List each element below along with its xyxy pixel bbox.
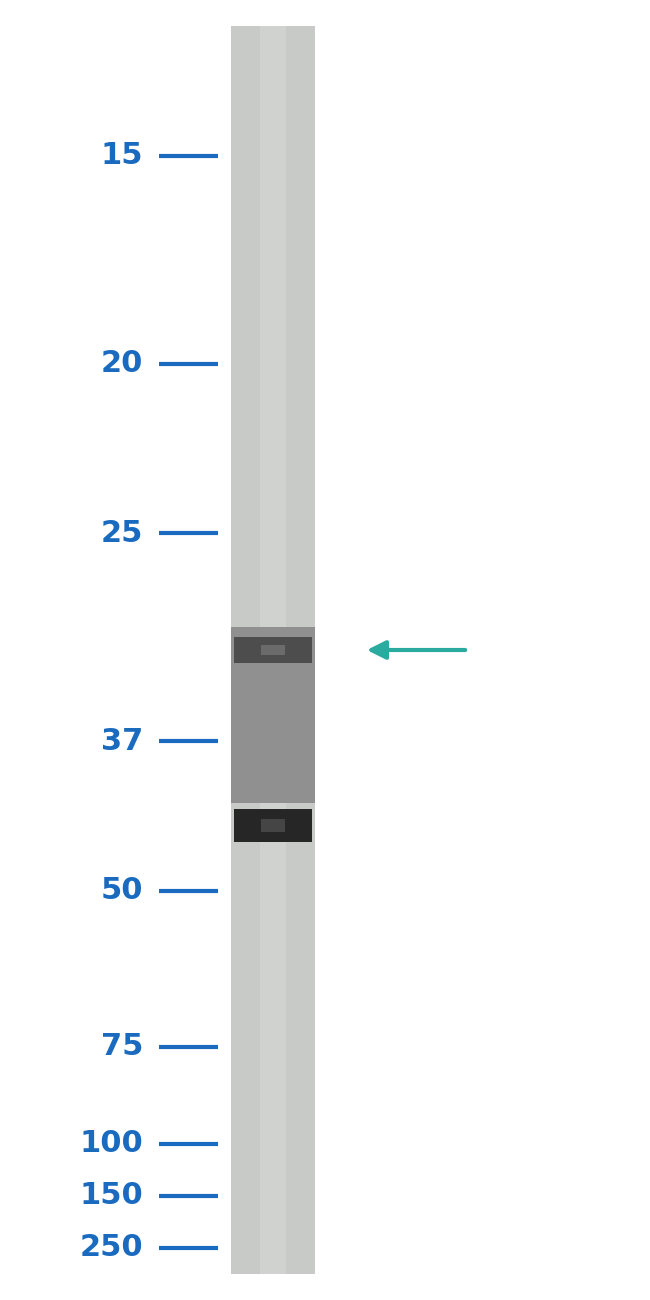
Bar xyxy=(261,645,285,655)
Bar xyxy=(261,819,285,832)
Text: 25: 25 xyxy=(101,519,143,547)
Text: 20: 20 xyxy=(101,350,143,378)
Text: 75: 75 xyxy=(101,1032,143,1061)
Bar xyxy=(231,627,315,803)
Bar xyxy=(260,26,285,1274)
Bar xyxy=(234,809,312,842)
Text: 15: 15 xyxy=(101,142,143,170)
Text: 37: 37 xyxy=(101,727,143,755)
Text: 150: 150 xyxy=(79,1182,143,1210)
Bar xyxy=(231,26,315,1274)
Text: 50: 50 xyxy=(101,876,143,905)
Text: 100: 100 xyxy=(79,1130,143,1158)
Text: 250: 250 xyxy=(79,1234,143,1262)
Bar xyxy=(234,637,312,663)
